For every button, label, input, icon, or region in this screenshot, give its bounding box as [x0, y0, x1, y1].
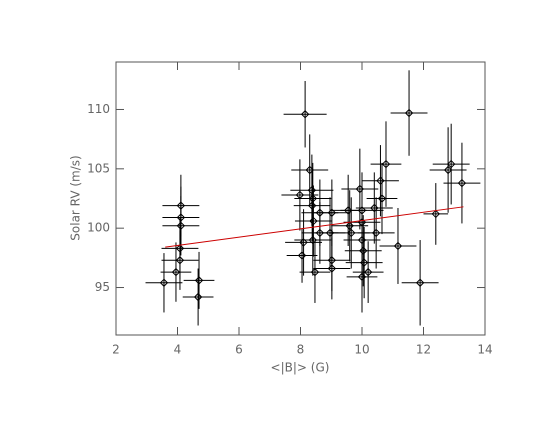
- point: [359, 246, 368, 255]
- x-tick-label: 10: [354, 343, 369, 357]
- point: [307, 201, 317, 210]
- point: [431, 209, 441, 219]
- point: [159, 278, 169, 287]
- point: [299, 238, 308, 247]
- point: [371, 228, 381, 238]
- point: [308, 194, 318, 203]
- point: [309, 216, 318, 226]
- point: [404, 108, 414, 118]
- x-axis-label: <|B|> (G): [271, 361, 330, 375]
- x-tick-label: 4: [174, 343, 182, 357]
- point: [176, 221, 186, 231]
- point: [359, 258, 369, 267]
- x-tick-label: 14: [477, 343, 492, 357]
- point: [315, 208, 325, 217]
- point: [194, 276, 204, 285]
- point: [363, 267, 373, 277]
- point: [300, 110, 310, 119]
- point: [415, 278, 425, 287]
- x-tick-label: 8: [297, 343, 305, 357]
- point: [171, 267, 181, 277]
- x-tick-label: 2: [112, 343, 120, 357]
- point: [308, 235, 318, 245]
- point: [297, 251, 307, 260]
- point: [381, 159, 391, 169]
- point: [377, 194, 387, 203]
- fit-line: [165, 206, 464, 248]
- point: [443, 165, 453, 175]
- point: [457, 178, 467, 188]
- point: [175, 256, 185, 265]
- y-tick-label: 105: [87, 161, 110, 175]
- point: [345, 221, 354, 231]
- y-axis-label: Solar RV (m/s): [69, 155, 83, 240]
- point: [327, 208, 337, 217]
- point: [446, 159, 456, 169]
- point: [347, 228, 356, 238]
- point: [327, 264, 337, 273]
- x-tick-label: 6: [235, 343, 243, 357]
- y-tick-label: 110: [87, 102, 110, 116]
- point: [193, 292, 203, 302]
- x-tick-label: 12: [416, 343, 431, 357]
- point: [343, 206, 353, 215]
- y-tick-label: 95: [95, 280, 110, 294]
- point: [310, 267, 320, 277]
- point: [393, 241, 403, 251]
- y-tick-label: 100: [87, 221, 110, 235]
- point: [376, 176, 385, 185]
